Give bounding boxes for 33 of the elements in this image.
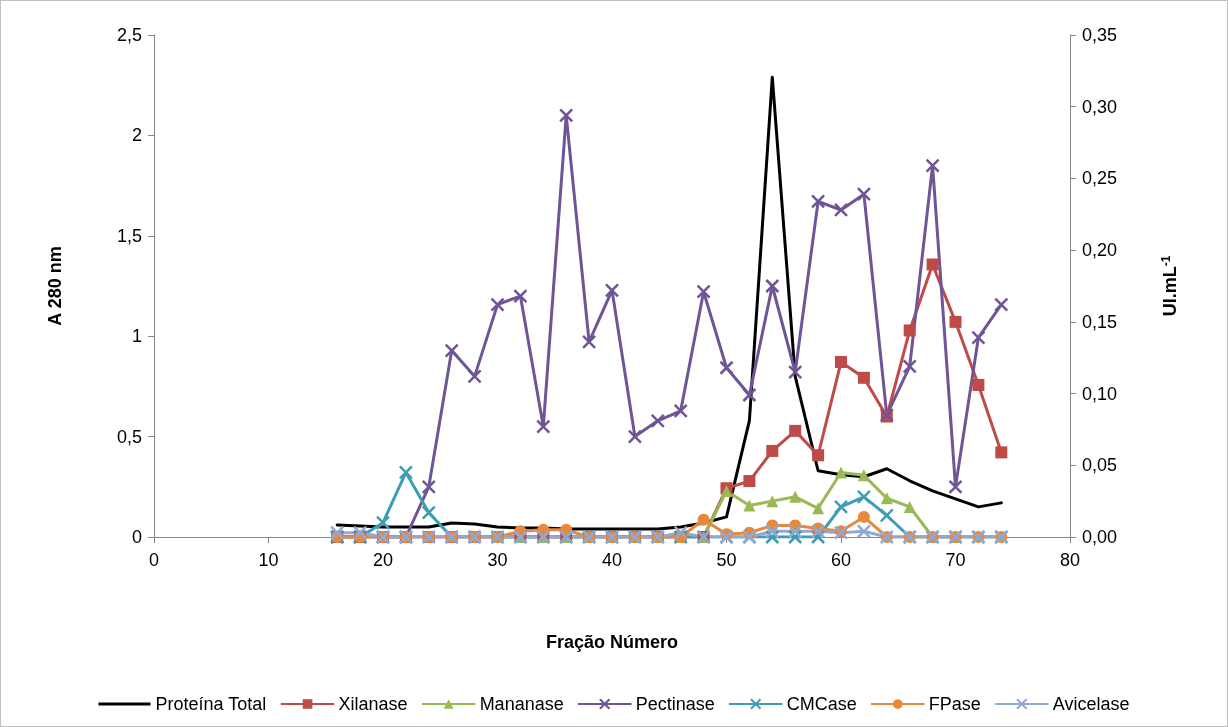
legend-label: FPase [928, 694, 981, 714]
y2-tick-label: 0,20 [1082, 240, 1118, 261]
y2-tick-label: 0,10 [1082, 383, 1118, 404]
legend-label: Pectinase [635, 694, 715, 714]
y2-tick-label: 0,00 [1082, 527, 1118, 547]
y2-tick-label: 0,05 [1082, 455, 1118, 476]
legend-label: Mananase [479, 694, 564, 714]
y-tick-label: 2 [131, 125, 142, 146]
legend-label: Xilanase [338, 694, 408, 714]
x-tick-label: 40 [601, 550, 623, 570]
x-tick-label: 50 [716, 550, 737, 570]
x-tick-label: 70 [945, 550, 966, 570]
x-tick-label: 60 [830, 550, 852, 570]
y-tick-label: 1 [131, 326, 142, 347]
y-tick-label: 1,5 [116, 225, 142, 246]
y-axis-title: A 280 nm [45, 246, 65, 326]
x-tick-label: 80 [1059, 550, 1081, 570]
x-tick-label: 10 [258, 550, 279, 570]
y2-tick-label: 0,35 [1082, 25, 1118, 45]
y2-axis-title: UI.mL-1 [1159, 255, 1180, 317]
y-tick-label: 2,5 [116, 25, 142, 45]
y2-tick-label: 0,25 [1082, 168, 1118, 189]
y-tick-label: 0,5 [116, 426, 142, 447]
x-tick-label: 30 [487, 550, 508, 570]
y2-tick-label: 0,15 [1082, 311, 1118, 332]
x-axis-title: Fração Número [545, 632, 679, 652]
legend-label: Avicelase [1052, 694, 1130, 714]
y2-tick-label: 0,30 [1082, 96, 1118, 117]
legend-label: Proteína Total [155, 694, 267, 714]
x-tick-label: 20 [372, 550, 394, 570]
x-tick-label: 0 [148, 550, 160, 570]
legend-label: CMCase [786, 694, 857, 714]
y-tick-label: 0 [131, 527, 142, 547]
